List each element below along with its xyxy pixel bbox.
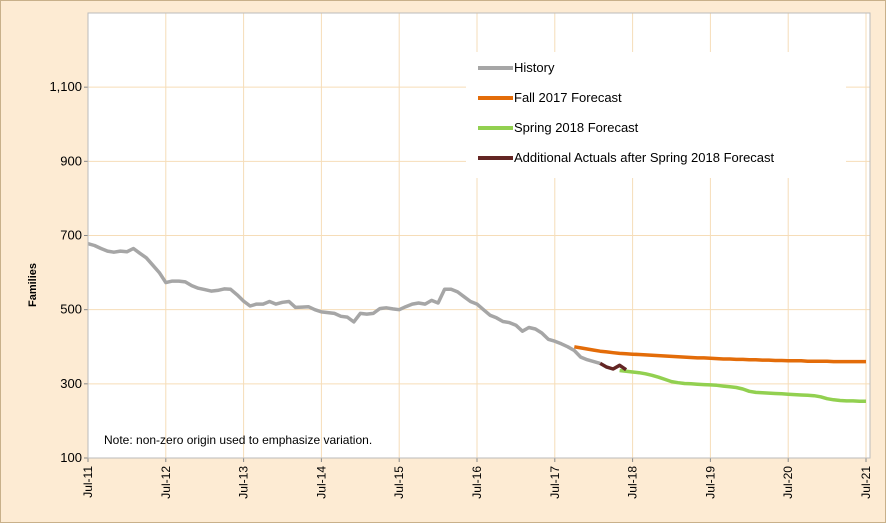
annotation: Note: non-zero origin used to emphasize … [104, 433, 372, 447]
y-axis-label: Families [27, 263, 39, 307]
y-tick-label: 500 [60, 302, 82, 317]
series-line [619, 368, 866, 404]
legend-label: Fall 2017 Forecast [514, 90, 622, 105]
legend-label: Additional Actuals after Spring 2018 For… [514, 150, 775, 165]
series-line [87, 242, 601, 366]
x-tick-label: Jul-12 [159, 466, 173, 499]
legend-label: Spring 2018 Forecast [514, 120, 639, 135]
x-tick-label: Jul-21 [859, 466, 873, 499]
x-tick-label: Jul-18 [626, 466, 640, 499]
plot-border [87, 12, 871, 459]
x-tick-label: Jul-16 [470, 466, 484, 499]
y-tick-label: 100 [60, 450, 82, 465]
series-line [599, 361, 628, 372]
x-tick-label: Jul-15 [392, 466, 406, 499]
x-tick-label: Jul-19 [703, 466, 717, 499]
x-tick-label: Jul-14 [314, 466, 328, 499]
y-tick-label: 300 [60, 376, 82, 391]
y-tick-label: 700 [60, 228, 82, 243]
legend-label: History [514, 60, 555, 75]
y-tick-label: 1,100 [49, 79, 82, 94]
legend-background [466, 52, 846, 178]
series-line [574, 345, 866, 364]
x-tick-label: Jul-13 [237, 466, 251, 499]
y-tick-label: 900 [60, 153, 82, 168]
x-tick-label: Jul-20 [781, 466, 795, 499]
x-tick-label: Jul-11 [81, 466, 95, 498]
x-tick-label: Jul-17 [548, 466, 562, 499]
